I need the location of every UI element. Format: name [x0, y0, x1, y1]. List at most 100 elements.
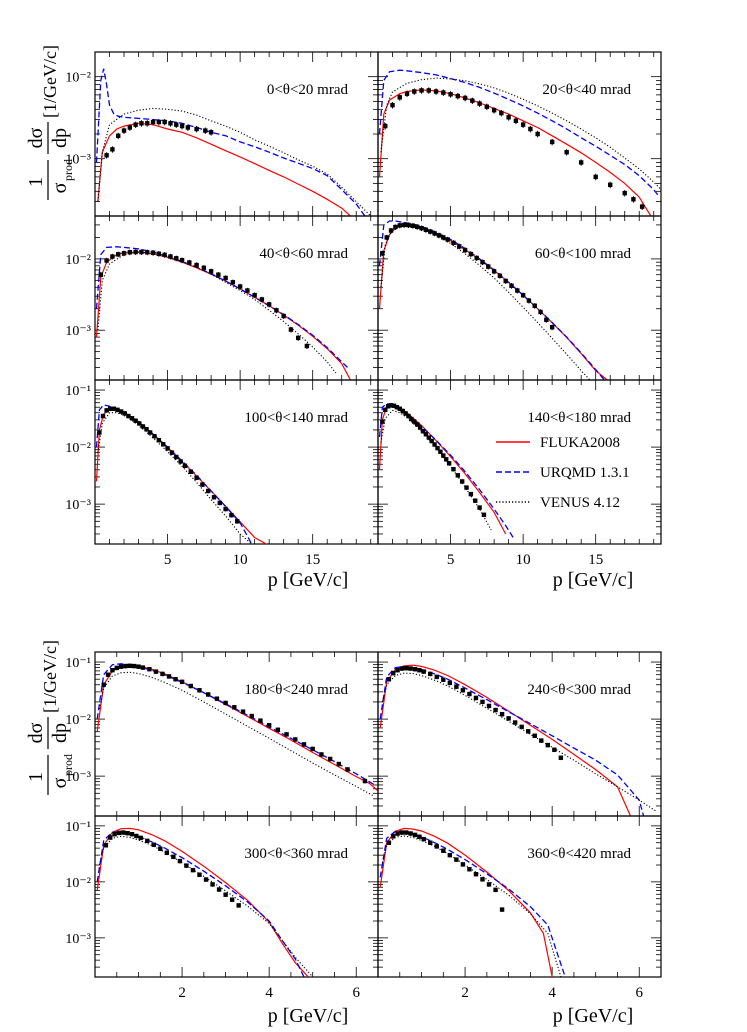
- data-point: [208, 130, 214, 135]
- data-point: [412, 666, 418, 672]
- data-point: [519, 724, 524, 730]
- series-line-fluka2008: [378, 89, 652, 216]
- data-point: [310, 746, 315, 752]
- panel-frame: [377, 51, 662, 217]
- data-point: [473, 498, 478, 503]
- x-axis-title: p [GeV/c]: [268, 569, 349, 591]
- data-point: [441, 848, 446, 853]
- data-point: [486, 264, 491, 269]
- data-point: [564, 149, 569, 155]
- data-point: [421, 836, 426, 842]
- plot-area: [378, 402, 515, 540]
- x-axis-title: p [GeV/c]: [268, 1005, 349, 1027]
- data-point: [301, 742, 307, 747]
- series-line-urqmd-1-3-1: [379, 666, 645, 816]
- data-point: [136, 664, 141, 669]
- data-point: [434, 674, 439, 680]
- data-point: [503, 278, 508, 284]
- data-point: [380, 419, 385, 424]
- data-point: [455, 473, 461, 478]
- data-point: [362, 778, 368, 784]
- legend-label-urqmd: URQMD 1.3.1: [540, 465, 630, 481]
- data-point: [455, 93, 461, 99]
- data-point: [549, 139, 555, 145]
- y-axis-title-unit: [1/GeV/c]: [40, 640, 60, 713]
- y-axis-title-one: 1: [25, 772, 47, 782]
- data-point: [532, 303, 537, 308]
- x-tick-label: 10: [516, 552, 531, 568]
- data-point: [406, 413, 411, 419]
- data-point: [174, 122, 179, 127]
- series-line-urqmd-1-3-1: [378, 402, 515, 540]
- data-point: [158, 846, 163, 851]
- data-point: [446, 461, 452, 466]
- data-point: [127, 250, 133, 255]
- x-tick-label: 6: [352, 985, 360, 1001]
- data-point: [133, 122, 138, 127]
- data-point: [194, 262, 199, 268]
- data-point: [404, 91, 410, 96]
- data-point: [447, 852, 453, 858]
- data-point: [133, 418, 138, 423]
- data-point: [433, 89, 439, 94]
- data-point: [499, 110, 504, 116]
- series-line-urqmd-1-3-1: [378, 69, 661, 198]
- x-tick-label: 15: [305, 552, 320, 568]
- data-point: [497, 273, 503, 278]
- panel-angle-label: 300<θ<360 mrad: [244, 846, 348, 862]
- data-point: [229, 897, 235, 902]
- data-point: [129, 416, 135, 421]
- data-point: [639, 204, 645, 209]
- data-point: [419, 225, 424, 231]
- data-point: [499, 711, 505, 717]
- y-axis-title-one: 1: [25, 177, 47, 187]
- data-point: [101, 682, 106, 687]
- y-tick-label: 10⁻³: [65, 770, 91, 785]
- panel-240-300-mrad: 240<θ<300 mrad: [377, 651, 662, 817]
- data-point: [110, 667, 115, 673]
- data-point: [417, 667, 422, 673]
- data-point: [145, 250, 150, 255]
- data-point: [125, 830, 130, 836]
- data-point: [129, 831, 135, 837]
- data-point: [151, 842, 156, 847]
- data-point: [288, 327, 294, 332]
- data-point: [150, 250, 156, 255]
- data-point: [216, 887, 222, 892]
- data-point: [391, 834, 396, 839]
- data-point: [174, 454, 179, 460]
- data-point: [133, 249, 138, 255]
- data-point: [194, 126, 199, 132]
- data-point: [631, 197, 636, 202]
- data-point: [237, 284, 243, 289]
- plot-area: [378, 220, 608, 380]
- data-point: [399, 830, 405, 835]
- data-point: [206, 692, 211, 697]
- panel-100-140-mrad: 10⁻³ 10⁻² 10⁻¹ 100<θ<140 mrad 5 10 15: [65, 379, 379, 568]
- data-point: [414, 422, 420, 427]
- panel-frame: [94, 51, 379, 217]
- data-point: [223, 700, 228, 706]
- data-point: [385, 404, 391, 409]
- data-point: [100, 413, 106, 419]
- data-point: [403, 411, 408, 416]
- panel-angle-label: 0<θ<20 mrad: [267, 82, 349, 98]
- data-point: [526, 729, 531, 734]
- data-point: [169, 450, 175, 455]
- panel-frame: [377, 379, 662, 545]
- data-point: [188, 683, 193, 689]
- panel-140-180-mrad: 140<θ<180 mrad FLUKA2008 URQMD 1.3.1 VENUS …: [377, 379, 662, 568]
- series-line-urqmd-1-3-1: [95, 246, 348, 368]
- data-point: [441, 453, 446, 458]
- data-point: [552, 747, 557, 752]
- panel-angle-label: 240<θ<300 mrad: [527, 682, 631, 698]
- y-tick-label: 10⁻³: [65, 498, 91, 513]
- y-tick-label: 10⁻²: [65, 713, 91, 728]
- data-point: [474, 255, 479, 261]
- data-point: [156, 438, 162, 443]
- data-point: [462, 247, 468, 253]
- data-point: [171, 854, 176, 860]
- x-axis-title: p [GeV/c]: [553, 1005, 634, 1027]
- data-point: [477, 505, 482, 510]
